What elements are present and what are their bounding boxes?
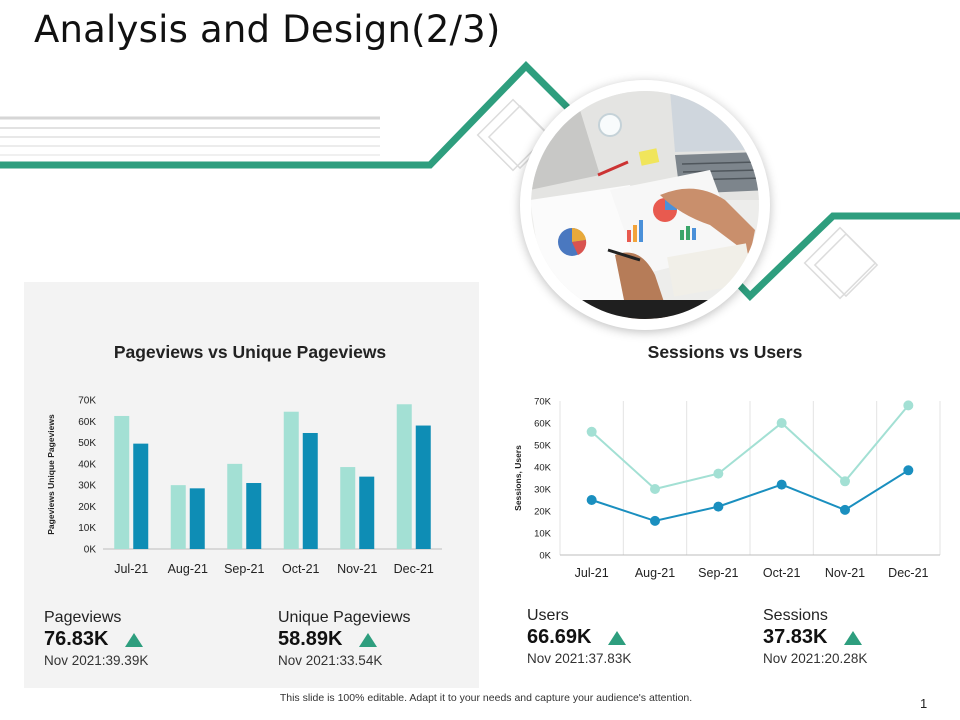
kpi-label: Unique Pageviews <box>278 609 411 626</box>
data-point <box>776 418 787 428</box>
data-point <box>840 504 850 515</box>
kpi-value: 58.89K <box>278 628 343 650</box>
bar-pageviews <box>170 485 186 549</box>
y-tick-label: 40K <box>534 463 552 474</box>
x-tick-label: Nov-21 <box>337 562 377 576</box>
y-tick-label: 70K <box>78 396 96 407</box>
x-tick-label: Aug-21 <box>635 566 675 580</box>
bar-pageviews <box>340 467 356 549</box>
page-number: 1 <box>920 696 928 711</box>
kpi-label: Users <box>527 607 569 624</box>
data-point <box>776 479 787 490</box>
x-tick-label: Jul-21 <box>575 566 609 580</box>
slide-title: Analysis and Design(2/3) <box>34 8 501 51</box>
sessions-line-chart: Sessions, Users 0K 10K 20K 30K 40K 50K 60K 70K Ju… <box>513 397 941 580</box>
kpi-unique-pageviews: Unique Pageviews 58.89K Nov 2021:33.54K <box>278 609 411 668</box>
trend-up-arrow-icon <box>607 630 626 645</box>
bar-pageviews <box>114 415 130 549</box>
sessions-chart-title: Sessions vs Users <box>647 342 803 362</box>
x-tick-label: Sep-21 <box>698 566 738 580</box>
kpi-label: Sessions <box>763 607 828 624</box>
kpi-subtext: Nov 2021:20.28K <box>763 651 868 666</box>
kpi-subtext: Nov 2021:33.54K <box>278 653 383 668</box>
data-point <box>650 484 660 494</box>
y-tick-label: 0K <box>84 545 97 556</box>
kpi-value: 66.69K <box>527 626 592 648</box>
bar-unique-pageviews <box>359 476 375 549</box>
data-point <box>713 501 724 512</box>
y-tick-label: 30K <box>534 485 552 496</box>
x-tick-label: Nov-21 <box>825 566 865 580</box>
green-zigzag-line <box>0 61 960 301</box>
bar-unique-pageviews <box>415 425 431 549</box>
kpi-users: Users 66.69K Nov 2021:37.83K <box>527 607 631 666</box>
kpi-pageviews: Pageviews 76.83K Nov 2021:39.39K <box>44 609 148 668</box>
data-point <box>586 495 597 505</box>
data-point <box>586 426 597 437</box>
y-tick-label: 40K <box>78 459 96 470</box>
y-tick-label: 50K <box>78 438 96 449</box>
y-axis-label: Sessions, Users <box>513 445 523 511</box>
bar-unique-pageviews <box>133 443 149 549</box>
kpi-sessions: Sessions 37.83K Nov 2021:20.28K <box>763 607 867 666</box>
data-point <box>903 400 914 411</box>
x-tick-label: Aug-21 <box>168 562 208 576</box>
pageviews-bar-chart: Pageviews Unique Pageviews 0K 10K 20K 30K 40K… <box>46 396 442 576</box>
kpi-subtext: Nov 2021:39.39K <box>44 653 149 668</box>
footer-note: This slide is 100% editable. Adapt it to… <box>279 692 693 704</box>
bar-unique-pageviews <box>246 483 262 549</box>
y-tick-label: 30K <box>78 481 96 492</box>
y-tick-label: 50K <box>534 441 552 452</box>
kpi-value: 37.83K <box>763 626 828 648</box>
decorative-zigzag-graphic <box>0 61 960 301</box>
bar-unique-pageviews <box>302 432 318 549</box>
y-tick-label: 10K <box>534 529 552 540</box>
y-tick-label: 0K <box>539 551 551 562</box>
kpi-value: 76.83K <box>44 628 109 650</box>
pageviews-chart-title: Pageviews vs Unique Pageviews <box>113 342 387 362</box>
x-tick-label: Sep-21 <box>224 562 264 576</box>
y-tick-label: 60K <box>534 419 552 430</box>
kpi-subtext: Nov 2021:37.83K <box>527 651 632 666</box>
series-line-sessions <box>590 404 910 491</box>
bar-pageviews <box>283 411 299 549</box>
grey-stripes <box>0 116 380 156</box>
bar-unique-pageviews <box>189 488 205 549</box>
bar-pageviews <box>227 463 243 549</box>
data-point <box>903 465 914 476</box>
x-tick-label: Oct-21 <box>282 562 320 576</box>
trend-up-arrow-icon <box>358 632 377 647</box>
trend-up-arrow-icon <box>124 632 143 647</box>
kpi-label: Pageviews <box>44 609 122 626</box>
x-tick-label: Dec-21 <box>888 566 928 580</box>
laptop-charts-photo <box>520 80 770 330</box>
data-point <box>840 476 850 487</box>
x-tick-label: Jul-21 <box>114 562 148 576</box>
x-tick-label: Oct-21 <box>763 566 801 580</box>
y-tick-label: 20K <box>534 507 552 518</box>
series-line-users <box>591 469 909 522</box>
y-tick-label: 70K <box>534 397 552 408</box>
data-point <box>713 468 724 479</box>
y-tick-label: 10K <box>78 523 96 534</box>
y-tick-label: 60K <box>78 417 96 428</box>
y-tick-label: 20K <box>78 502 96 513</box>
trend-up-arrow-icon <box>843 630 862 645</box>
bar-pageviews <box>396 404 412 549</box>
data-point <box>650 515 660 526</box>
x-tick-label: Dec-21 <box>394 562 434 576</box>
y-axis-label: Pageviews Unique Pageviews <box>46 414 56 535</box>
